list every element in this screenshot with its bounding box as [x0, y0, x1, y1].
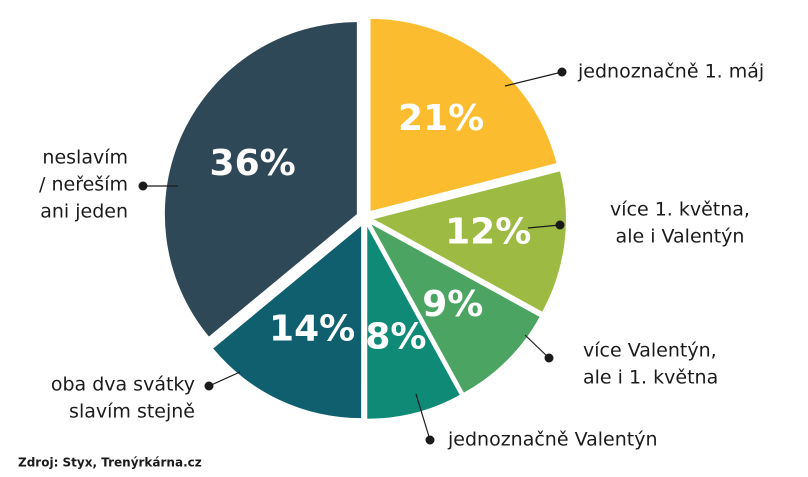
pie-slice	[164, 22, 357, 337]
category-label: více 1. května,	[610, 199, 750, 221]
pie-slice	[371, 224, 540, 393]
leader-line	[415, 393, 431, 441]
leader-line	[527, 224, 561, 229]
category-label: / neřeším	[39, 174, 128, 196]
value-label: 12%	[445, 212, 531, 253]
value-label: 8%	[365, 316, 426, 357]
category-label: oba dva svátky	[51, 374, 195, 396]
leader-dot	[204, 381, 214, 391]
leader-line	[524, 334, 550, 359]
leader-dot	[138, 181, 148, 191]
source: Zdroj: Styx, Trenýrkárna.cz	[18, 456, 202, 470]
leader-line	[208, 371, 241, 387]
leader-dot	[425, 435, 435, 445]
category-label: více Valentýn,	[583, 340, 717, 362]
pie-slice	[373, 171, 566, 312]
leader-dot	[544, 353, 554, 363]
category-label: jednoznačně Valentýn	[447, 429, 657, 451]
category-label: neslavím	[42, 147, 128, 169]
value-label: 9%	[422, 284, 483, 325]
leader-line	[504, 71, 563, 87]
category-label: ale i Valentýn	[616, 226, 745, 248]
value-label: 21%	[398, 98, 484, 139]
category-label: jednoznačně 1. máj	[577, 61, 764, 83]
pie-slice	[370, 18, 557, 211]
category-label: ale i 1. května	[583, 367, 718, 389]
value-label: 36%	[210, 143, 296, 184]
leader-dot	[555, 220, 565, 230]
pie-slice	[367, 226, 460, 419]
leader-dot	[557, 67, 567, 77]
pie-slice	[213, 226, 362, 419]
value-label: 14%	[269, 308, 355, 349]
category-label: ani jeden	[40, 201, 128, 223]
category-label: slavím stejně	[69, 401, 195, 423]
